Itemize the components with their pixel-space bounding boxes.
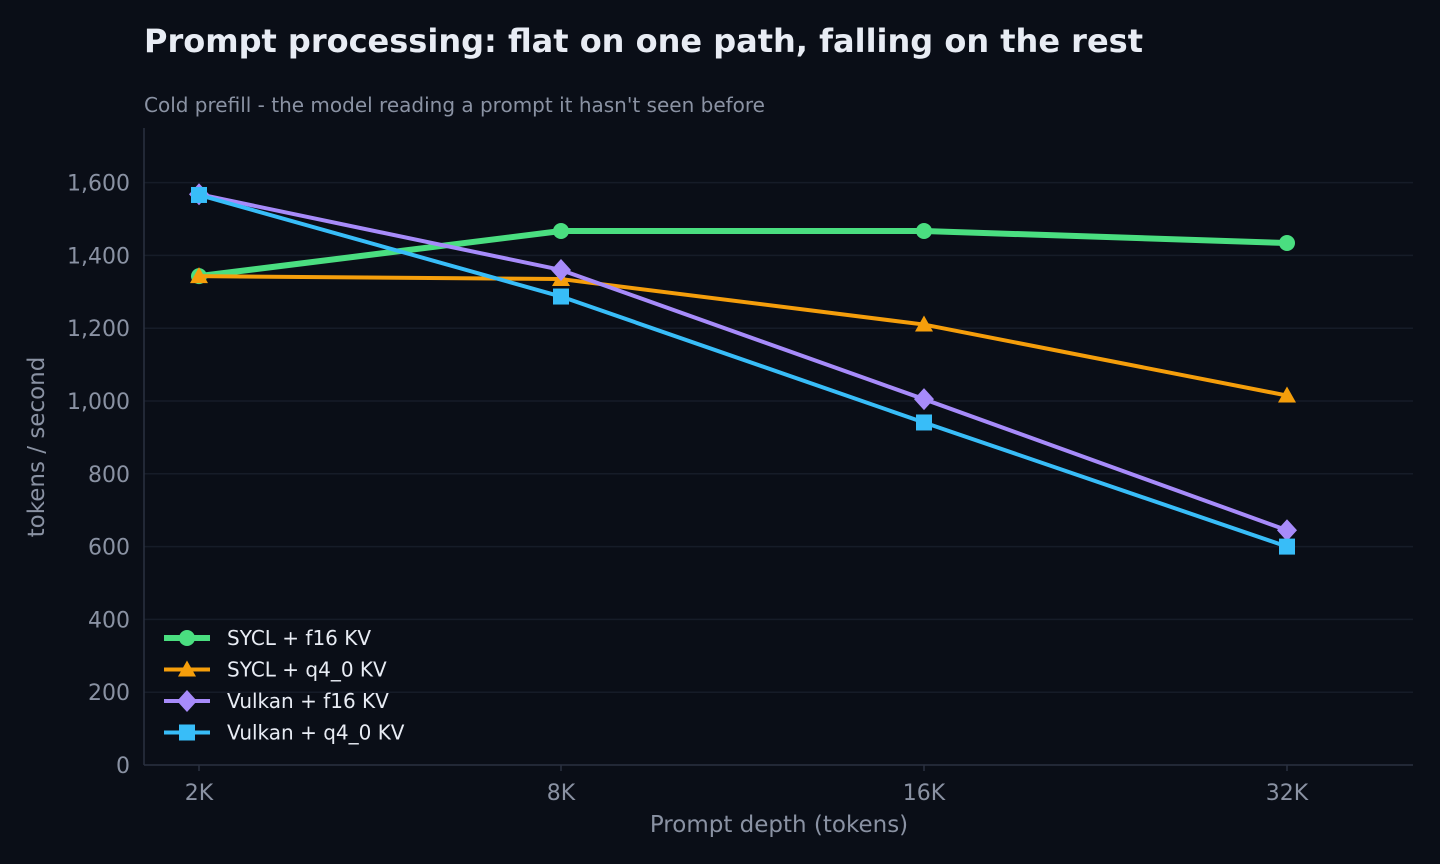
data-point: [915, 315, 933, 332]
data-point: [1277, 519, 1297, 542]
data-point: [1278, 386, 1296, 403]
legend-item: SYCL + f16 KV: [164, 626, 371, 650]
x-tick-label: 8K: [547, 781, 576, 806]
y-tick-label: 400: [88, 608, 130, 633]
series-3: [191, 186, 1295, 555]
data-point: [553, 288, 569, 305]
data-point: [553, 223, 569, 240]
legend-item: Vulkan + q4_0 KV: [164, 721, 405, 745]
data-point: [914, 388, 934, 411]
chart-title: Prompt processing: flat on one path, fal…: [144, 22, 1143, 60]
data-point: [190, 267, 208, 284]
legend-item: SYCL + q4_0 KV: [164, 658, 387, 682]
y-tick-label: 1,600: [67, 172, 130, 197]
legend-label: SYCL + q4_0 KV: [227, 658, 387, 682]
y-tick-label: 800: [88, 463, 130, 488]
y-tick-label: 1,400: [67, 244, 130, 269]
legend: SYCL + f16 KV SYCL + q4_0 KV Vulkan + f16 …: [164, 626, 405, 745]
legend-swatch-marker: [179, 630, 195, 646]
y-tick-label: 0: [116, 754, 130, 779]
data-point: [191, 186, 207, 203]
x-axis-label: Prompt depth (tokens): [650, 812, 908, 838]
x-tick-label: 16K: [903, 781, 946, 806]
legend-label: Vulkan + q4_0 KV: [227, 721, 405, 745]
x-tick-label: 32K: [1266, 781, 1309, 806]
legend-swatch-marker: [177, 690, 197, 712]
series-line: [196, 228, 1290, 280]
series-line: [197, 274, 1289, 398]
series-line: [197, 192, 1289, 549]
legend-swatch-marker: [178, 660, 196, 677]
series-line: [197, 192, 1289, 533]
y-tick-label: 1,200: [67, 317, 130, 342]
legend-label: SYCL + f16 KV: [227, 626, 371, 650]
x-tick-labels: 2K 8K 16K 32K: [185, 765, 1309, 806]
chart-subtitle: Cold prefill - the model reading a promp…: [144, 93, 765, 117]
series-1: [190, 267, 1296, 403]
y-tick-label: 200: [88, 681, 130, 706]
y-tick-label: 1,000: [67, 390, 130, 415]
data-point: [551, 258, 571, 281]
axes: [143, 128, 1413, 766]
data-point: [916, 414, 932, 431]
y-tick-labels: 0 200 400 600 800 1,000 1,200 1,400 1,600: [67, 172, 130, 779]
y-tick-label: 600: [88, 536, 130, 561]
legend-label: Vulkan + f16 KV: [227, 689, 389, 713]
legend-item: Vulkan + f16 KV: [164, 689, 389, 713]
data-point: [1279, 538, 1295, 555]
series-0: [191, 223, 1295, 285]
x-tick-label: 2K: [185, 781, 214, 806]
data-point: [1279, 235, 1295, 252]
legend-swatch-marker: [179, 724, 195, 741]
data-point: [916, 223, 932, 240]
series-layer: [189, 183, 1297, 555]
y-axis-label: tokens / second: [24, 357, 50, 538]
